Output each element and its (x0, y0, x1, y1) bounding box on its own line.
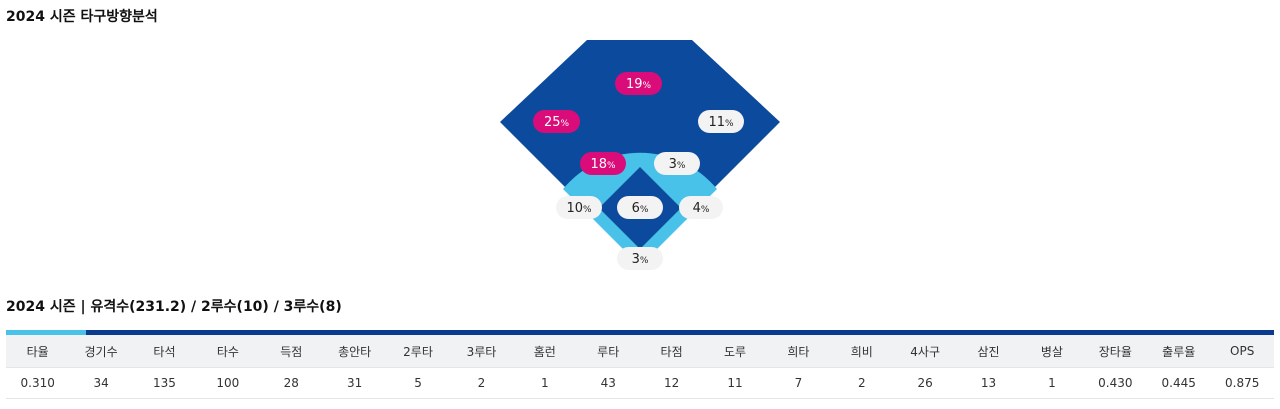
stats-header-cell: 장타율 (1083, 335, 1148, 368)
table-top-bar-accent (6, 330, 86, 335)
zone-unit: % (677, 161, 686, 171)
svg-text:11%: 11% (708, 115, 734, 130)
svg-text:3%: 3% (632, 252, 649, 267)
svg-text:4%: 4% (693, 201, 710, 216)
zone-value: 25 (544, 115, 561, 130)
stats-value-cell: 26 (893, 367, 957, 399)
stats-header-cell: 타율 (6, 335, 70, 368)
zone-value: 10 (566, 201, 583, 216)
zone-pill-second-base: 3% (654, 152, 700, 175)
stats-header-cell: 루타 (576, 335, 640, 368)
zone-unit: % (640, 205, 649, 215)
stats-value-cell: 34 (69, 367, 133, 399)
stats-header-cell: 득점 (259, 335, 323, 368)
zone-pill-left-field: 25% (533, 110, 580, 133)
zone-pill-right-field: 11% (698, 110, 744, 133)
stats-header-cell: 총안타 (322, 335, 387, 368)
svg-text:19%: 19% (626, 77, 652, 92)
stats-value-cell: 100 (196, 367, 260, 399)
zone-pill-third-base: 10% (556, 196, 602, 219)
zone-value: 6 (632, 201, 640, 216)
stats-header-cell: 삼진 (956, 335, 1021, 368)
stats-value-cell: 1 (1020, 367, 1084, 399)
stats-value-cell: 31 (322, 367, 387, 399)
stats-value-cell: 5 (386, 367, 450, 399)
stats-value-cell: 7 (766, 367, 831, 399)
svg-text:18%: 18% (590, 157, 616, 172)
zone-value: 3 (632, 252, 640, 267)
stats-value-cell: 12 (639, 367, 704, 399)
stats-value-row: 0.310 34 135 100 28 31 5 2 1 43 12 11 7 2 26 13 1 0.430 0.… (6, 367, 1274, 399)
zone-value: 18 (590, 157, 607, 172)
zone-unit: % (701, 205, 710, 215)
season-stats-table: 타율 경기수 타석 타수 득점 총안타 2루타 3루타 홈런 루타 타점 도루 희타 희비 4사구 삼진 병살 장… (6, 330, 1274, 399)
stats-value-cell: 2 (449, 367, 514, 399)
stats-value-cell: 1 (513, 367, 577, 399)
svg-text:3%: 3% (669, 157, 686, 172)
svg-text:25%: 25% (544, 115, 570, 130)
stats-header-cell: OPS (1210, 335, 1274, 368)
zone-pill-shortstop: 18% (580, 152, 626, 175)
stats-header-cell: 도루 (703, 335, 767, 368)
direction-analysis-title: 2024 시즌 타구방향분석 (6, 9, 158, 25)
stats-header-cell: 3루타 (449, 335, 514, 368)
stats-header-cell: 홈런 (513, 335, 577, 368)
stats-value-cell: 0.445 (1147, 367, 1211, 399)
stats-header-cell: 타석 (132, 335, 197, 368)
zone-pill-pitcher: 6% (617, 196, 663, 219)
table-top-bar (6, 330, 1274, 335)
zone-pill-first-base: 4% (679, 196, 723, 219)
zone-value: 19 (626, 77, 643, 92)
stats-value-cell: 135 (132, 367, 197, 399)
stats-header-cell: 병살 (1020, 335, 1084, 368)
zone-pill-center-field: 19% (615, 72, 662, 95)
stats-value-cell: 11 (703, 367, 767, 399)
stats-value-cell: 2 (830, 367, 894, 399)
zone-unit: % (560, 119, 569, 129)
stats-value-cell: 43 (576, 367, 640, 399)
stats-table: 타율 경기수 타석 타수 득점 총안타 2루타 3루타 홈런 루타 타점 도루 희타 희비 4사구 삼진 병살 장… (6, 335, 1274, 399)
zone-pill-catcher: 3% (617, 247, 663, 270)
zone-unit: % (607, 161, 616, 171)
zone-unit: % (725, 119, 734, 129)
zone-value: 4 (693, 201, 701, 216)
svg-text:6%: 6% (632, 201, 649, 216)
zone-unit: % (583, 205, 592, 215)
batted-ball-direction-field: 19% 25% 11% 18% 3% 10% 6% 4% 3% (500, 40, 780, 270)
stats-header-cell: 출루율 (1147, 335, 1211, 368)
stats-header-cell: 경기수 (69, 335, 133, 368)
stats-header-cell: 타점 (639, 335, 704, 368)
stats-header-row: 타율 경기수 타석 타수 득점 총안타 2루타 3루타 홈런 루타 타점 도루 희타 희비 4사구 삼진 병살 장… (6, 335, 1274, 368)
zone-unit: % (642, 81, 651, 91)
stats-value-cell: 0.430 (1083, 367, 1148, 399)
zone-unit: % (640, 256, 649, 266)
zone-value: 11 (708, 115, 725, 130)
stats-value-cell: 13 (956, 367, 1021, 399)
stats-value-cell: 0.310 (6, 367, 70, 399)
zone-value: 3 (669, 157, 677, 172)
stats-value-cell: 0.875 (1210, 367, 1274, 399)
stats-value-cell: 28 (259, 367, 323, 399)
svg-text:10%: 10% (566, 201, 592, 216)
stats-header-cell: 타수 (196, 335, 260, 368)
stats-header-cell: 희비 (830, 335, 894, 368)
outfield-area (500, 40, 780, 262)
stats-header-cell: 희타 (766, 335, 831, 368)
stats-header-cell: 4사구 (893, 335, 957, 368)
season-stats-title: 2024 시즌 | 유격수(231.2) / 2루수(10) / 3루수(8) (6, 299, 342, 315)
stats-header-cell: 2루타 (386, 335, 450, 368)
